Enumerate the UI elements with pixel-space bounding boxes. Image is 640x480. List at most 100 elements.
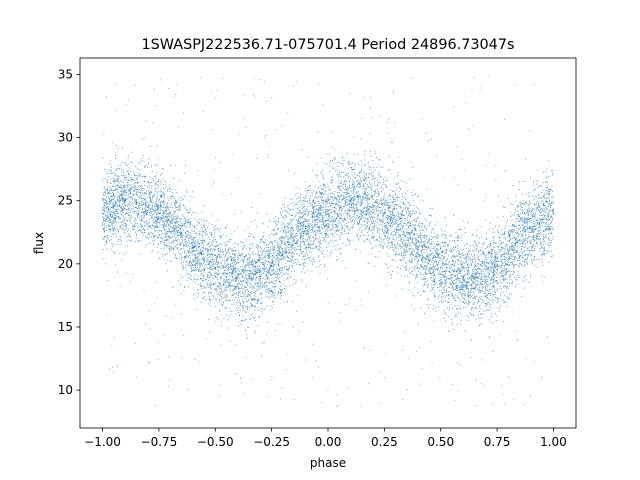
- scatter-point: [485, 293, 488, 295]
- scatter-point: [494, 292, 496, 294]
- scatter-point: [318, 244, 320, 246]
- scatter-point: [547, 208, 549, 210]
- scatter-point: [123, 225, 125, 227]
- scatter-point: [510, 261, 512, 264]
- scatter-point: [307, 215, 309, 217]
- scatter-point: [204, 232, 206, 234]
- scatter-point: [549, 222, 552, 224]
- scatter-point: [476, 256, 478, 258]
- scatter-point: [359, 195, 362, 197]
- scatter-point: [294, 261, 296, 264]
- scatter-point: [476, 235, 478, 237]
- scatter-point: [347, 189, 349, 191]
- scatter-point: [203, 292, 205, 294]
- scatter-point: [505, 273, 507, 275]
- scatter-point: [393, 228, 395, 230]
- scatter-point: [191, 191, 194, 193]
- scatter-point: [201, 269, 203, 271]
- scatter-point: [526, 225, 528, 227]
- scatter-point: [212, 264, 214, 266]
- scatter-point: [136, 186, 138, 189]
- scatter-point: [403, 218, 406, 220]
- scatter-point: [266, 269, 268, 271]
- scatter-point: [256, 225, 258, 227]
- scatter-point: [462, 286, 464, 288]
- scatter-point: [103, 220, 105, 222]
- scatter-point: [485, 277, 487, 279]
- scatter-point: [459, 286, 461, 288]
- scatter-point: [429, 222, 431, 224]
- scatter-point: [333, 245, 336, 247]
- scatter-point: [483, 267, 486, 269]
- scatter-point: [349, 199, 351, 201]
- scatter-point: [317, 226, 320, 228]
- scatter-point: [275, 259, 277, 261]
- scatter-point: [180, 243, 182, 245]
- scatter-point: [331, 179, 333, 181]
- scatter-point: [344, 201, 346, 203]
- scatter-point: [545, 206, 547, 209]
- scatter-point: [148, 205, 150, 207]
- scatter-point: [114, 204, 116, 206]
- scatter-point: [182, 234, 184, 237]
- scatter-point: [129, 209, 131, 212]
- scatter-point: [179, 252, 181, 255]
- scatter-point: [236, 254, 238, 256]
- scatter-point: [294, 247, 296, 249]
- scatter-point: [242, 315, 244, 317]
- scatter-point: [482, 301, 484, 303]
- scatter-point: [165, 236, 167, 238]
- scatter-point: [188, 221, 191, 223]
- scatter-point: [437, 267, 440, 269]
- scatter-point: [229, 247, 231, 249]
- scatter-point: [350, 163, 352, 165]
- scatter-point: [478, 281, 480, 283]
- scatter-point: [332, 227, 334, 229]
- scatter-point: [123, 181, 125, 183]
- scatter-point: [175, 220, 178, 222]
- scatter-point: [360, 181, 363, 183]
- scatter-point: [485, 265, 488, 267]
- scatter-point: [432, 268, 434, 270]
- scatter-point: [395, 246, 397, 248]
- scatter-point: [237, 325, 240, 327]
- scatter-point: [372, 198, 374, 201]
- scatter-point: [418, 256, 420, 258]
- scatter-point: [299, 255, 301, 257]
- scatter-point: [541, 262, 543, 264]
- scatter-point: [145, 244, 147, 246]
- scatter-point: [421, 254, 423, 256]
- scatter-point: [334, 195, 336, 197]
- scatter-point: [436, 262, 438, 264]
- scatter-point: [446, 269, 448, 271]
- scatter-point: [184, 172, 186, 174]
- scatter-point: [200, 285, 202, 287]
- scatter-point: [230, 274, 233, 276]
- scatter-point: [366, 191, 368, 193]
- scatter-point: [327, 209, 329, 211]
- scatter-point: [227, 263, 229, 265]
- scatter-point: [456, 279, 458, 281]
- scatter-point: [234, 275, 236, 277]
- scatter-point: [388, 239, 390, 241]
- scatter-point: [152, 210, 154, 213]
- scatter-point: [160, 241, 162, 243]
- scatter-point: [520, 217, 522, 219]
- scatter-point: [112, 203, 114, 205]
- scatter-point: [188, 255, 190, 257]
- scatter-point: [497, 283, 499, 285]
- scatter-point: [122, 199, 124, 201]
- scatter-point: [111, 192, 114, 194]
- scatter-point: [430, 274, 432, 276]
- scatter-point: [244, 269, 246, 271]
- scatter-point: [410, 216, 412, 218]
- scatter-point: [500, 292, 502, 294]
- scatter-point: [520, 248, 523, 251]
- scatter-point: [484, 265, 486, 267]
- scatter-point: [441, 251, 443, 253]
- scatter-point: [307, 225, 309, 227]
- scatter-point: [306, 230, 308, 232]
- scatter-point: [104, 217, 106, 219]
- scatter-point: [425, 267, 427, 269]
- scatter-point: [177, 234, 179, 236]
